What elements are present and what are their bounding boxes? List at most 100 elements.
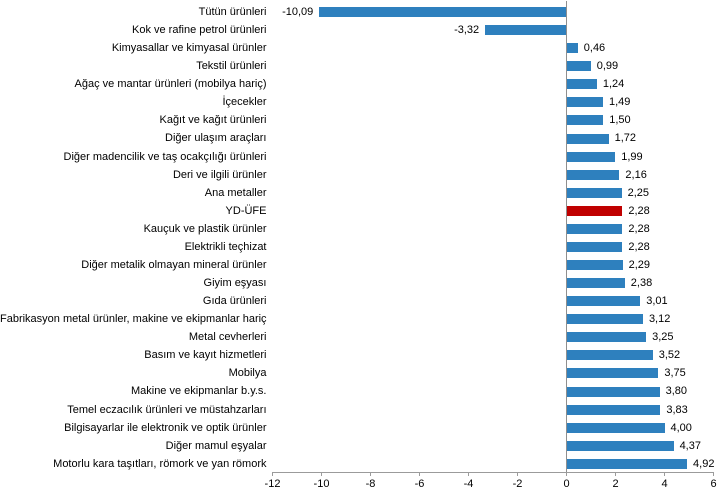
category-label: Giyim eşyası [203,277,267,290]
category-label: Ana metaller [204,186,267,199]
value-label: 3,01 [646,295,668,308]
chart-row: Mobilya 3,75 [0,364,721,382]
chart-row: Metal cevherleri 3,25 [0,328,721,346]
chart-row: Kimyasallar ve kimyasal ürünler 0,46 [0,39,721,57]
value-label: 1,49 [609,96,631,109]
bar-positive [566,97,603,108]
category-label: Makine ve ekipmanlar b.y.s. [130,385,267,398]
category-label: Kağıt ve kağıt ürünleri [159,114,267,127]
x-axis-tick [615,471,616,476]
x-tick-label: -10 [313,477,330,490]
category-label: YD-ÜFE [225,204,267,217]
value-label: 2,28 [628,240,650,253]
x-axis-tick [468,471,469,476]
value-label: 1,99 [621,150,643,163]
bar-positive [566,223,623,234]
bar-positive [566,350,653,361]
bar-positive [566,296,641,307]
x-axis-tick [664,471,665,476]
bar-positive [566,314,643,325]
bar-positive [566,115,604,126]
chart-row: Bilgisayarlar ile elektronik ve optik ür… [0,419,721,437]
bar-positive [566,260,623,270]
value-label: -10,09 [282,6,314,18]
value-label: 1,24 [602,78,625,91]
category-label: Tekstil ürünleri [196,60,267,73]
bar-positive [566,404,661,415]
chart-row: Basım ve kayıt hizmetleri 3,52 [0,346,721,364]
x-axis-tick [713,471,714,476]
chart-row: Giyim eşyası 2,38 [0,274,721,292]
category-label: Diğer madencilik ve taş ocakçılığı ürünl… [63,150,267,163]
category-label: Bilgisayarlar ile elektronik ve optik ür… [64,421,267,434]
bar-negative [485,25,567,36]
chart-row: Temel eczacılık ürünleri ve müstahzarlar… [0,401,721,419]
chart-row: Deri ve ilgili ürünler 2,16 [0,166,721,184]
x-tick-label: -8 [365,477,376,490]
bar-positive [566,43,578,54]
chart-row: YD-ÜFE 2,28 [0,202,721,220]
chart-row: Diğer ulaşım araçları 1,72 [0,129,721,147]
category-label: Diğer ulaşım araçları [165,132,267,145]
x-tick-label: 0 [563,477,570,490]
value-label: 2,28 [628,222,650,235]
category-label: Kauçuk ve plastik ürünler [143,222,267,235]
value-label: 2,28 [628,204,650,217]
bar-positive [566,458,688,469]
category-label: Mobilya [228,367,267,380]
category-label: Kok ve rafine petrol ürünleri [131,24,267,37]
bar-positive [566,187,622,198]
value-label: 0,46 [583,42,606,55]
x-axis-tick [272,471,273,476]
category-label: Diğer metalik olmayan mineral ürünler [81,258,267,271]
value-label: 0,99 [596,60,619,73]
value-label: 3,83 [666,403,688,416]
category-label: İçecekler [222,96,267,109]
category-label: Temel eczacılık ürünleri ve müstahzarlar… [67,403,267,416]
value-label: 1,72 [614,132,637,145]
chart-row: Tütün ürünleri -10,09 [0,3,721,21]
category-label: Kimyasallar ve kimyasal ürünler [111,42,267,55]
chart-row: İçecekler 1,49 [0,93,721,111]
bar-negative [319,7,567,18]
chart-row: Ana metaller 2,25 [0,184,721,202]
x-tick-label: 6 [710,477,717,490]
category-label: Diğer mamul eşyalar [165,439,267,452]
bar-positive [566,151,616,162]
category-label: Motorlu kara taşıtları, römork ve yan rö… [53,457,267,470]
category-label: Gıda ürünleri [202,295,267,308]
x-axis-tick [419,471,420,476]
x-tick-label: 4 [661,477,668,490]
bar-positive [566,332,647,343]
bar-positive [566,79,597,90]
chart-row: Diğer mamul eşyalar 4,37 [0,437,721,455]
bar-positive [566,133,609,144]
bar-positive [566,440,674,451]
value-label: 4,92 [693,457,715,470]
zero-axis-line [566,1,567,472]
value-label: 2,16 [625,168,647,181]
value-label: 3,25 [652,331,674,344]
category-label: Tütün ürünleri [198,6,267,18]
value-label: 4,00 [670,421,692,434]
chart-row: Fabrikasyon metal ürünler, makine ve eki… [0,310,721,328]
bar-positive [566,422,665,433]
chart-row: Kauçuk ve plastik ürünler 2,28 [0,220,721,238]
x-tick-label: 2 [612,477,619,490]
x-tick-label: -6 [414,477,425,490]
x-axis-tick [517,471,518,476]
chart-row: Makine ve ekipmanlar b.y.s. 3,80 [0,382,721,400]
chart-row: Kağıt ve kağıt ürünleri 1,50 [0,111,721,129]
chart-row: Tekstil ürünleri 0,99 [0,57,721,75]
bar-positive [566,169,620,180]
x-tick-label: -12 [264,477,281,490]
chart-row: Diğer metalik olmayan mineral ürünler 2,2… [0,256,721,274]
x-axis-line [272,471,714,473]
x-axis-tick [370,471,371,476]
category-label: Ağaç ve mantar ürünleri (mobilya hariç) [74,78,267,91]
bar-positive [566,368,659,379]
value-label: 3,12 [648,313,671,326]
chart-row: Elektrikli teçhizat 2,28 [0,238,721,256]
bar-positive [566,61,591,72]
